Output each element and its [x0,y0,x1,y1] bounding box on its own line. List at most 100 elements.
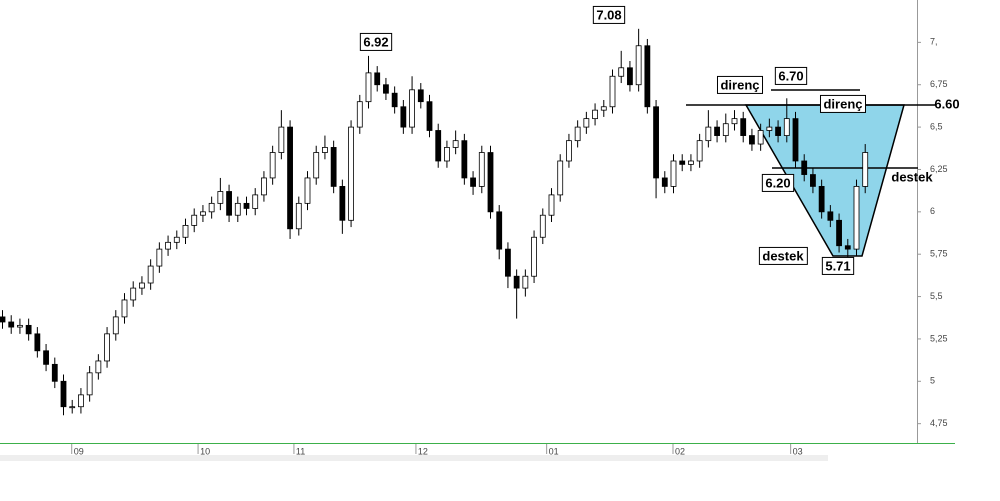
annotation-label: 6.92 [363,34,388,49]
candle-body [452,140,459,148]
candle-body [749,135,755,145]
candle-body [731,118,738,125]
x-tick-label: 12 [418,446,428,456]
candle-body [400,106,407,128]
y-tick-label: 4,75 [930,418,948,428]
candle-body [478,152,485,187]
annotation-label: 6.60 [934,96,959,111]
y-tick-label: 5,25 [930,333,948,343]
candle-body [618,67,625,77]
candle-body [234,202,241,216]
x-tick-label: 03 [793,446,803,456]
candle-body [208,202,215,213]
candle-body [261,177,267,196]
candle-body [592,109,598,120]
candle-body [627,67,633,86]
candle-body [391,92,398,108]
candle-body [688,160,694,165]
candle-body [670,160,677,187]
candle-body [278,126,285,153]
candle-body [740,118,747,136]
candle-body [783,118,790,136]
annotation-label: destek [891,169,933,184]
candle-body [304,177,311,204]
candle-body [574,126,581,142]
candle-body [444,147,450,162]
candle-body [252,194,259,209]
annotations: 6.92 7.08 direnç 6.70 direnç 6.60 6.20 destek de… [359,5,960,275]
candle-body [487,152,494,213]
candle-body [25,324,32,335]
candle-body [539,214,546,238]
x-tick-label: 01 [549,446,559,456]
candle-body [531,236,537,277]
candle-body [121,299,128,318]
candle-body [243,202,250,209]
candle-body [818,186,825,213]
candle-body [165,241,171,250]
candle-body [17,324,23,328]
annotation-label: direnç [823,96,862,111]
candle-body [348,126,354,221]
candle-body [661,177,668,187]
annotation-label: 5.71 [825,258,850,273]
candle-body [435,130,442,162]
candle-body [8,321,15,328]
candle-body [801,160,808,175]
annotation-box [821,256,855,275]
candle-body [557,160,564,196]
y-tick-label: 5,75 [930,249,948,259]
candle-body [287,126,293,230]
candle-body [470,177,476,187]
candle-body [295,202,302,230]
candle-body [86,372,93,396]
candle-body [217,191,224,204]
candle-body [200,211,206,216]
candle-body [810,174,816,187]
candle-body [653,106,659,179]
candle-body [409,89,415,128]
annotation-label: 7.08 [596,7,621,22]
candle-body [566,140,572,162]
candle-body [714,126,720,136]
candle-body [705,126,712,142]
candle-body [496,211,503,250]
candle-body [548,194,555,216]
y-tick-label: 6,5 [930,121,943,131]
x-tick-label: 11 [296,446,305,456]
candle-body [60,380,67,408]
y-tick-label: 6,75 [930,79,948,89]
scrollbar [0,455,828,461]
candle-body [374,72,381,86]
y-tick-label: 5,5 [930,291,943,301]
annotation-box [592,5,626,24]
candle-body [365,72,372,103]
candle-body [583,118,590,128]
candle-body [191,214,198,226]
candle-body [644,45,651,108]
candle-body [269,152,276,179]
candle-body [95,360,102,374]
candle-body [775,126,781,136]
candle-body [130,287,137,301]
candle-body [792,118,799,162]
candle-body [330,147,337,187]
candle-body [844,245,851,250]
annotation-box [359,32,393,51]
candle-body [34,333,41,352]
candle-body [417,89,424,103]
y-tick-label: 6,25 [930,164,948,174]
candle-body [139,282,145,289]
y-tick-label: 6 [930,206,935,216]
candle-body [722,123,729,136]
candle-body [356,101,363,128]
annotation-box [774,66,808,85]
candle-body [313,152,320,179]
x-tick-label: 09 [74,446,84,456]
candle-body [43,350,49,365]
annotation-box [819,94,867,113]
candle-body [51,363,58,382]
candle-body [609,75,616,108]
candle-body [757,130,764,145]
